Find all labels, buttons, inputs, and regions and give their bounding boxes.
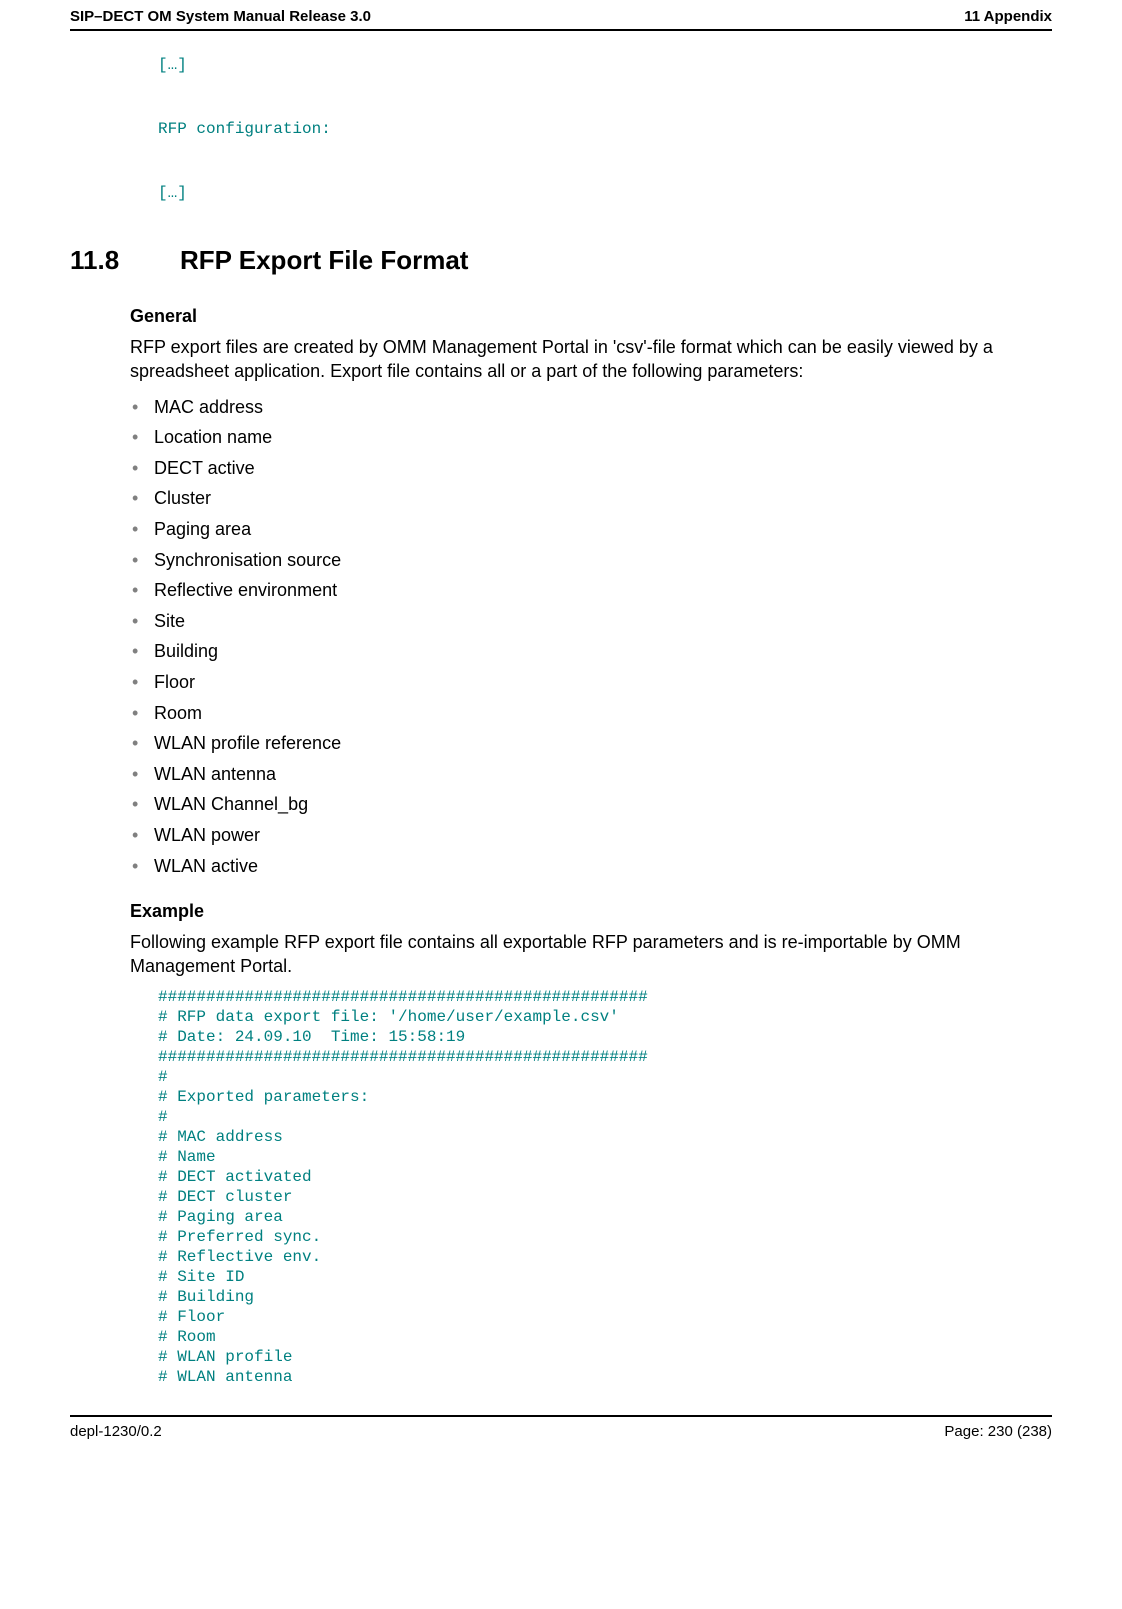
- parameter-list: MAC address Location name DECT active Cl…: [130, 392, 1052, 882]
- section-title: RFP Export File Format: [180, 245, 468, 276]
- footer-right: Page: 230 (238): [944, 1423, 1052, 1440]
- page-footer: depl-1230/0.2 Page: 230 (238): [70, 1415, 1052, 1440]
- list-item: Site: [130, 606, 1052, 637]
- list-item: WLAN active: [130, 851, 1052, 882]
- list-item: WLAN power: [130, 820, 1052, 851]
- code-line: # Name: [158, 1148, 216, 1166]
- list-item: Floor: [130, 667, 1052, 698]
- list-item: Building: [130, 636, 1052, 667]
- code-line: # DECT activated: [158, 1168, 312, 1186]
- code-line: #: [158, 1108, 168, 1126]
- code-line: # Floor: [158, 1308, 225, 1326]
- general-heading: General: [130, 306, 1052, 327]
- list-item: Synchronisation source: [130, 545, 1052, 576]
- code-line: # Paging area: [158, 1208, 283, 1226]
- list-item: MAC address: [130, 392, 1052, 423]
- list-item: Reflective environment: [130, 575, 1052, 606]
- intro-code-line: […]: [158, 56, 187, 74]
- list-item: DECT active: [130, 453, 1052, 484]
- code-line: # Site ID: [158, 1268, 244, 1286]
- list-item: Location name: [130, 422, 1052, 453]
- header-left: SIP–DECT OM System Manual Release 3.0: [70, 8, 371, 25]
- code-line: # Date: 24.09.10 Time: 15:58:19: [158, 1028, 465, 1046]
- intro-code-line: […]: [158, 184, 187, 202]
- code-line: ########################################…: [158, 1048, 648, 1066]
- list-item: Paging area: [130, 514, 1052, 545]
- page-content: […] RFP configuration: […] 11.8 RFP Expo…: [70, 49, 1052, 1387]
- section-heading-row: 11.8 RFP Export File Format: [70, 245, 1052, 276]
- code-line: # DECT cluster: [158, 1188, 292, 1206]
- code-line: # WLAN profile: [158, 1348, 292, 1366]
- section-number: 11.8: [70, 245, 180, 276]
- page-container: SIP–DECT OM System Manual Release 3.0 11…: [0, 0, 1122, 1460]
- intro-code-block: […] RFP configuration: […]: [158, 49, 1052, 209]
- list-item: WLAN Channel_bg: [130, 789, 1052, 820]
- list-item: Room: [130, 698, 1052, 729]
- code-line: # Room: [158, 1328, 216, 1346]
- footer-left: depl-1230/0.2: [70, 1423, 162, 1440]
- code-line: # Building: [158, 1288, 254, 1306]
- code-line: # MAC address: [158, 1128, 283, 1146]
- example-paragraph: Following example RFP export file contai…: [130, 930, 1052, 979]
- code-line: # Reflective env.: [158, 1248, 321, 1266]
- header-right: 11 Appendix: [964, 8, 1052, 25]
- list-item: Cluster: [130, 483, 1052, 514]
- intro-code-line: RFP configuration:: [158, 120, 331, 138]
- example-heading: Example: [130, 901, 1052, 922]
- code-line: # WLAN antenna: [158, 1368, 292, 1386]
- code-line: # RFP data export file: '/home/user/exam…: [158, 1008, 619, 1026]
- list-item: WLAN antenna: [130, 759, 1052, 790]
- page-header: SIP–DECT OM System Manual Release 3.0 11…: [70, 0, 1052, 31]
- example-code-block: ########################################…: [158, 987, 1052, 1387]
- list-item: WLAN profile reference: [130, 728, 1052, 759]
- general-paragraph: RFP export files are created by OMM Mana…: [130, 335, 1052, 384]
- code-line: #: [158, 1068, 168, 1086]
- code-line: # Preferred sync.: [158, 1228, 321, 1246]
- code-line: # Exported parameters:: [158, 1088, 369, 1106]
- code-line: ########################################…: [158, 988, 648, 1006]
